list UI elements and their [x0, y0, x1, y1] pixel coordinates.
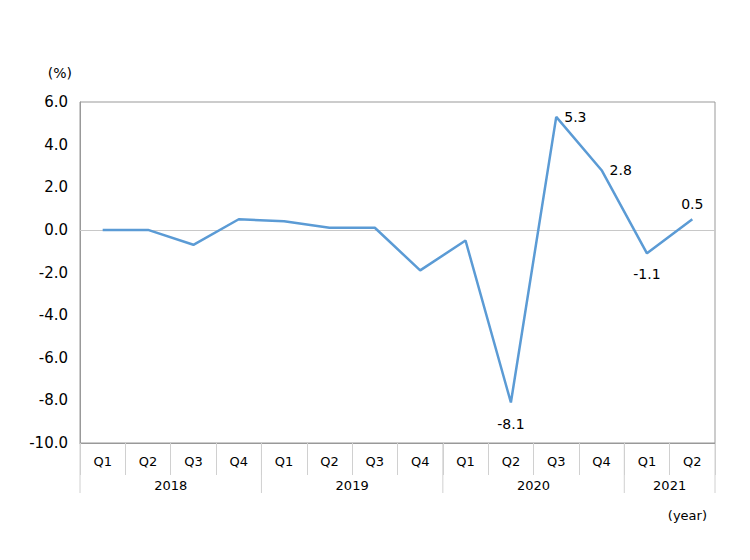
svg-text:-6.0: -6.0 [39, 349, 68, 367]
svg-text:-1.1: -1.1 [633, 266, 660, 282]
svg-text:Q1: Q1 [275, 454, 294, 469]
svg-text:2.0: 2.0 [44, 178, 68, 196]
svg-text:-8.0: -8.0 [39, 391, 68, 409]
svg-text:-10.0: -10.0 [29, 434, 68, 452]
svg-text:Q2: Q2 [320, 454, 339, 469]
svg-text:2.8: 2.8 [610, 162, 632, 178]
svg-text:Q2: Q2 [139, 454, 158, 469]
svg-text:Q2: Q2 [502, 454, 521, 469]
svg-text:0.0: 0.0 [44, 221, 68, 239]
svg-text:Q4: Q4 [592, 454, 611, 469]
svg-text:Q3: Q3 [184, 454, 203, 469]
svg-text:4.0: 4.0 [44, 136, 68, 154]
svg-text:Q1: Q1 [93, 454, 112, 469]
svg-text:Q1: Q1 [638, 454, 657, 469]
svg-text:6.0: 6.0 [44, 93, 68, 111]
svg-text:Q4: Q4 [229, 454, 248, 469]
svg-text:2021: 2021 [653, 478, 686, 493]
svg-text:2019: 2019 [336, 478, 369, 493]
svg-text:0.5: 0.5 [681, 196, 703, 212]
svg-text:Q1: Q1 [456, 454, 475, 469]
svg-text:2020: 2020 [517, 478, 550, 493]
svg-text:2018: 2018 [154, 478, 187, 493]
svg-text:(year): (year) [668, 508, 707, 523]
svg-text:-4.0: -4.0 [39, 306, 68, 324]
svg-text:-2.0: -2.0 [39, 264, 68, 282]
svg-text:5.3: 5.3 [564, 109, 586, 125]
svg-text:Q3: Q3 [366, 454, 385, 469]
svg-text:-8.1: -8.1 [497, 416, 524, 432]
svg-text:Q2: Q2 [683, 454, 702, 469]
svg-text:Q4: Q4 [411, 454, 430, 469]
svg-text:(%): (%) [48, 65, 72, 81]
svg-text:Q3: Q3 [547, 454, 566, 469]
